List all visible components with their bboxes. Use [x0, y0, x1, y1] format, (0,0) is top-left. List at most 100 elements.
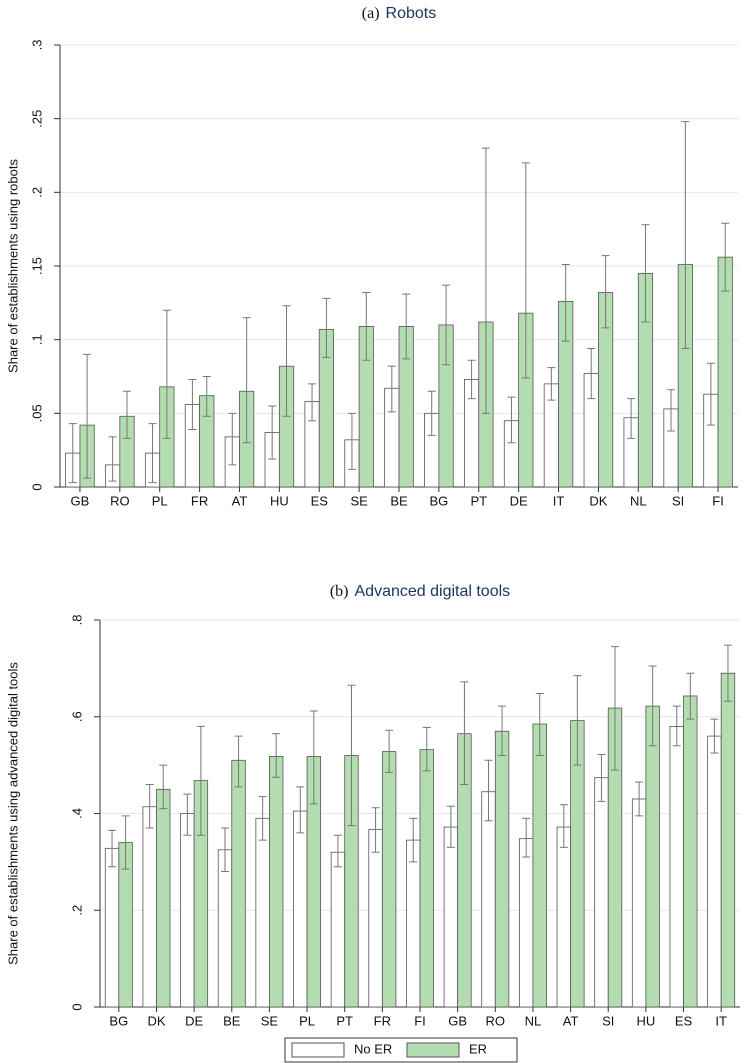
error-bar [507, 396, 516, 444]
y-tick-label: .4 [69, 808, 84, 819]
bar [669, 726, 684, 1008]
error-bar [183, 793, 192, 836]
error-bar [522, 817, 531, 858]
x-tick-label: NL [630, 493, 647, 508]
bar [645, 705, 660, 1008]
error-bar [547, 367, 556, 401]
bar [231, 759, 246, 1008]
x-tick-label: AT [232, 493, 248, 508]
error-bar [484, 759, 493, 822]
x-tick-label: GB [448, 1013, 467, 1028]
y-tick-label: 0 [29, 483, 44, 490]
bar [406, 839, 421, 1008]
error-bar [573, 675, 582, 766]
error-bar [601, 255, 610, 329]
error-bar [123, 390, 132, 439]
bar [443, 826, 459, 1008]
y-tick-label: .15 [29, 257, 44, 275]
error-bar [686, 672, 695, 720]
error-bar [409, 817, 418, 863]
title-text: Advanced digital tools [355, 583, 511, 600]
bar [381, 751, 397, 1008]
error-bar [228, 412, 237, 466]
error-bar [188, 378, 197, 431]
error-bar [460, 681, 469, 785]
bar [720, 672, 736, 1008]
error-bar [446, 805, 455, 848]
x-tick-label: SI [602, 1013, 614, 1028]
error-bar [627, 398, 636, 439]
x-tick-label: DK [147, 1013, 165, 1028]
bar [594, 777, 609, 1008]
y-tick-label: .2 [29, 187, 44, 198]
x-tick-label: PL [152, 493, 168, 508]
error-bar [681, 121, 690, 350]
error-bar [108, 829, 117, 868]
legend-swatch [291, 1042, 345, 1058]
error-bar [121, 815, 130, 870]
error-bar [309, 710, 318, 805]
error-bar [648, 665, 657, 747]
x-tick-label: HU [270, 493, 289, 508]
error-bar [333, 834, 342, 868]
bar [481, 791, 496, 1008]
error-bar [242, 317, 251, 444]
bar [556, 826, 571, 1008]
x-tick-label: IT [715, 1013, 727, 1028]
error-bar [371, 807, 380, 853]
error-bar [258, 796, 267, 841]
error-bar [347, 684, 356, 827]
x-tick-label: IT [553, 493, 565, 508]
error-bar [347, 412, 356, 470]
error-bar [220, 827, 229, 873]
error-bar [587, 348, 596, 400]
error-bar [68, 423, 77, 484]
error-bar [272, 733, 281, 778]
x-tick-label: FR [374, 1013, 391, 1028]
error-bar [385, 729, 394, 773]
x-tick-label: AT [563, 1013, 579, 1028]
bar [368, 829, 383, 1008]
bar [255, 817, 270, 1008]
error-bar [108, 436, 117, 482]
error-bar [282, 305, 291, 417]
error-bar [308, 383, 317, 422]
x-tick-label: PT [336, 1013, 353, 1028]
error-bar [535, 693, 544, 756]
bar [532, 723, 547, 1008]
error-bar [706, 362, 715, 426]
error-bar [202, 376, 211, 417]
error-bar [159, 764, 168, 810]
error-bar [641, 224, 650, 323]
error-bar [162, 309, 171, 439]
bar [494, 730, 510, 1008]
error-bar [387, 365, 396, 413]
error-bar [597, 753, 606, 802]
error-bar [402, 293, 411, 360]
x-tick-label: ES [675, 1013, 693, 1028]
x-tick-label: DE [185, 1013, 203, 1028]
y-tick-label: .8 [69, 615, 84, 626]
bar [330, 851, 346, 1008]
bar [683, 695, 698, 1008]
bar [293, 810, 308, 1008]
error-bar [467, 359, 476, 400]
error-bar [234, 735, 243, 788]
x-tick-label: BE [223, 1013, 241, 1028]
legend-label: ER [469, 1041, 487, 1056]
bar [419, 749, 434, 1008]
error-bar [721, 222, 730, 292]
bar [631, 798, 647, 1008]
y-tick-label: .1 [29, 334, 44, 345]
x-tick-label: DK [589, 493, 607, 508]
bar [717, 256, 733, 488]
y-axis-label: Share of establishments using robots [5, 159, 20, 373]
x-tick-label: HU [636, 1013, 655, 1028]
error-bar [296, 786, 305, 834]
error-bar [611, 646, 620, 771]
error-bar [710, 718, 719, 754]
bar [518, 838, 534, 1008]
error-bar [559, 804, 568, 848]
bar [156, 788, 171, 1008]
bar [180, 813, 195, 1008]
